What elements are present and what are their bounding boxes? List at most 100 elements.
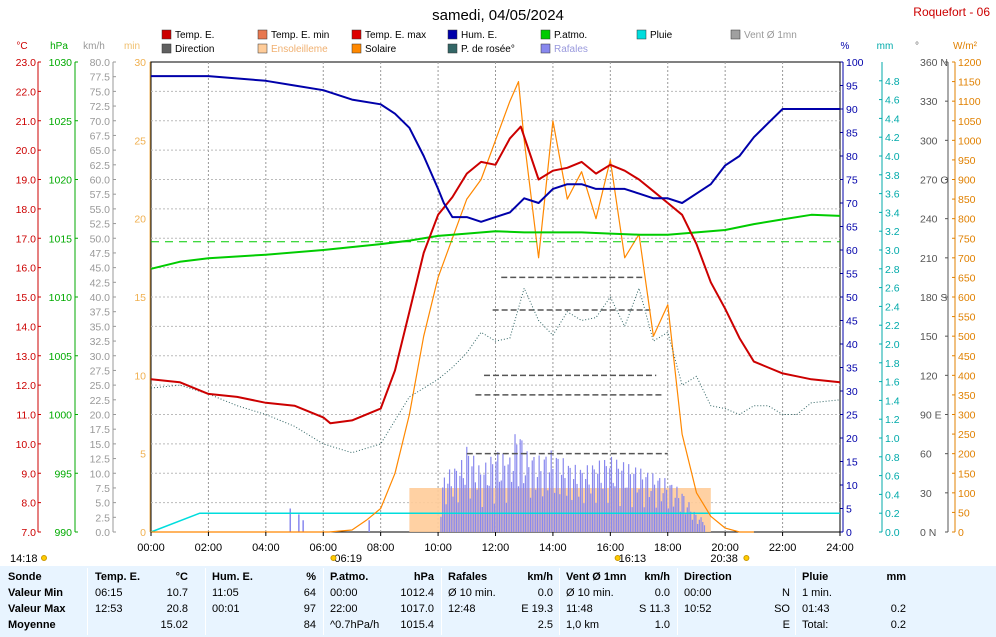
axis-tick-label: 25	[846, 410, 858, 422]
axis-unit-pct: %	[841, 41, 850, 52]
axis-tick-label: 67.5	[90, 130, 111, 142]
axis-tick-label: 1100	[958, 96, 981, 108]
axis-tick-label: 0 N	[920, 527, 936, 539]
table-cell: 0.0	[537, 587, 553, 599]
table-cell: 22:00	[330, 603, 358, 615]
axis-unit-wm2: W/m²	[953, 41, 978, 52]
axis-tick-label: 0	[958, 527, 964, 539]
x-tick-label: 10:00	[424, 542, 452, 554]
legend-label: Temp. E.	[175, 30, 214, 41]
axis-tick-label: 18.0	[16, 204, 37, 216]
axis-tick-label: 16.0	[16, 263, 37, 275]
table-cell: 12:48	[448, 603, 476, 615]
weather-chart: samedi, 04/05/2024 Roquefort - 06 Temp. …	[10, 5, 990, 565]
solar-noon-time: 16:13	[619, 553, 647, 565]
axis-tick-label: 1010	[49, 292, 73, 304]
axis-tick-label: 995	[54, 468, 72, 480]
axis-tick-label: 90 E	[920, 410, 942, 422]
axis-unit-kmh: km/h	[83, 41, 105, 52]
axis-tick-label: 1.4	[885, 395, 900, 407]
table-header: hPa	[413, 571, 434, 583]
axis-tick-label: 15.0	[16, 292, 37, 304]
x-tick-label: 22:00	[769, 542, 797, 554]
table-cell: 10:52	[684, 603, 712, 615]
axis-tick-label: 95	[846, 81, 858, 93]
axis-tick-label: 650	[958, 272, 976, 284]
table-header: km/h	[527, 571, 553, 583]
x-tick-label: 04:00	[252, 542, 280, 554]
legend-label: Temp. E. max	[365, 30, 426, 41]
axis-tick-label: 3.6	[885, 189, 900, 201]
x-tick-label: 02:00	[195, 542, 223, 554]
table-cell: S 11.3	[639, 603, 670, 615]
axis-tick-label: 30	[920, 488, 932, 500]
axis-tick-label: 150	[920, 331, 938, 343]
axis-tick-label: 850	[958, 194, 976, 206]
legend-label: Ensoleilleme	[271, 44, 328, 55]
x-tick-label: 20:00	[711, 542, 739, 554]
table-header: mm	[886, 571, 906, 583]
axis-unit-mm: mm	[877, 41, 894, 52]
axis-tick-label: 450	[958, 351, 976, 363]
axis-tick-label: 350	[958, 390, 976, 402]
table-row-label: Moyenne	[8, 619, 56, 631]
axis-tick-label: 42.5	[90, 277, 111, 289]
table-cell: N	[782, 587, 790, 599]
axis-tick-label: 1025	[49, 116, 73, 128]
axis-tick-label: 22.5	[90, 395, 111, 407]
table-divider	[87, 568, 88, 635]
axis-tick-label: 90	[846, 104, 858, 116]
axis-tick-label: 20	[134, 214, 146, 226]
axis-tick-label: 60	[846, 245, 858, 257]
legend-swatch	[351, 43, 362, 54]
legend-swatch	[161, 29, 172, 40]
table-cell: 10.7	[166, 587, 188, 599]
legend-swatch	[730, 29, 741, 40]
axis-tick-label: 1.2	[885, 414, 900, 426]
rain-line	[150, 512, 840, 533]
axis-tick-label: 240	[920, 214, 938, 226]
x-axis: 00:00 02:00 04:00 06:00 08:00 10:00 12:00 14:00…	[137, 532, 854, 554]
table-cell: 1 min.	[802, 587, 832, 599]
axis-tick-label: 950	[958, 155, 976, 167]
table-cell: 0.0	[654, 587, 670, 599]
axis-tick-label: 47.5	[90, 248, 111, 260]
axis-tick-label: 120	[920, 370, 938, 382]
table-cell: 1015.4	[400, 619, 434, 631]
legend-swatch	[257, 43, 268, 54]
legend-label: Solaire	[365, 44, 397, 55]
axis-tick-label: 3.0	[885, 245, 900, 257]
table-header: °C	[175, 571, 188, 583]
table-divider	[441, 568, 442, 635]
axis-unit-deg: °	[915, 41, 919, 52]
sun-markers: 14:18 06:19 16:13 20:38	[10, 553, 750, 565]
axis-tick-label: 2.0	[885, 339, 900, 351]
table-cell: 11:05	[212, 587, 239, 599]
axis-tick-label: 7.5	[95, 483, 110, 495]
axis-tick-label: 2.8	[885, 264, 900, 276]
x-tick-label: 14:00	[539, 542, 567, 554]
axis-tick-label: 70.0	[90, 116, 111, 128]
x-tick-label: 18:00	[654, 542, 682, 554]
axis-tick-label: 360 N	[920, 57, 948, 69]
x-tick-label: 06:00	[309, 542, 337, 554]
axis-tick-label: 27.5	[90, 365, 111, 377]
table-cell: 2.5	[537, 619, 553, 631]
axis-tick-label: 3.2	[885, 226, 900, 238]
axis-tick-label: 1020	[49, 175, 73, 187]
axis-unit-temp: °C	[16, 41, 27, 52]
axis-tick-label: 1150	[958, 77, 981, 89]
axis-tick-label: 0.0	[885, 527, 900, 539]
axis-tick-label: 50	[846, 292, 858, 304]
axis-tick-label: 1005	[49, 351, 73, 363]
axis-tick-label: 210	[920, 253, 938, 265]
summary-table: Sonde Temp. E. °C Hum. E.% P.atmo. hPa Rafales…	[0, 566, 996, 637]
axis-tick-label: 2.5	[95, 512, 110, 524]
axis-tick-label: 12.0	[16, 380, 37, 392]
table-cell: Ø 10 min.	[566, 587, 614, 599]
axis-tick-label: 0.4	[885, 489, 900, 501]
legend-label: Rafales	[554, 44, 588, 55]
axis-tick-label: 400	[958, 370, 976, 382]
axis-tick-label: 900	[958, 175, 976, 187]
axis-tick-label: 20	[846, 433, 858, 445]
